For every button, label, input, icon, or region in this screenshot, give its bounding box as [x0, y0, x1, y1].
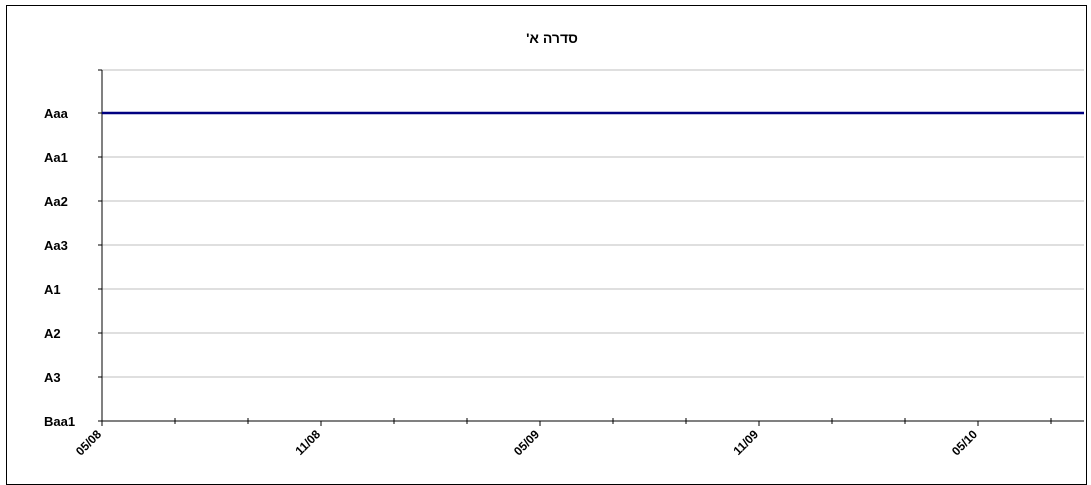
y-tick-label: Aa3	[44, 238, 68, 253]
y-tick-label: Aa1	[44, 150, 68, 165]
y-tick-label: A1	[44, 282, 61, 297]
gridlines	[102, 69, 1084, 378]
x-tick-label: 05/08	[73, 427, 104, 458]
x-axis-labels: 05/08 11/08 05/09 11/09 05/10	[73, 427, 980, 458]
x-tick-label: 11/08	[292, 427, 323, 458]
x-tick-label: 05/09	[511, 427, 542, 458]
x-tick-label: 05/10	[949, 427, 980, 458]
y-tick-label: Baa1	[44, 414, 75, 429]
y-tick-label: A3	[44, 370, 61, 385]
chart-title: סדרה א'	[526, 30, 578, 46]
y-tick-label: Aaa	[44, 106, 69, 121]
x-tick-label: 11/09	[730, 427, 761, 458]
y-tick-label: Aa2	[44, 194, 68, 209]
axes	[98, 69, 1084, 426]
y-tick-label: A2	[44, 326, 61, 341]
chart-canvas: סדרה א' Aaa Aa1 Aa2 Aa3 A1 A2 A3 Baa1 05/08 11/0…	[44, 30, 1084, 458]
y-axis-labels: Aaa Aa1 Aa2 Aa3 A1 A2 A3 Baa1	[44, 106, 75, 429]
